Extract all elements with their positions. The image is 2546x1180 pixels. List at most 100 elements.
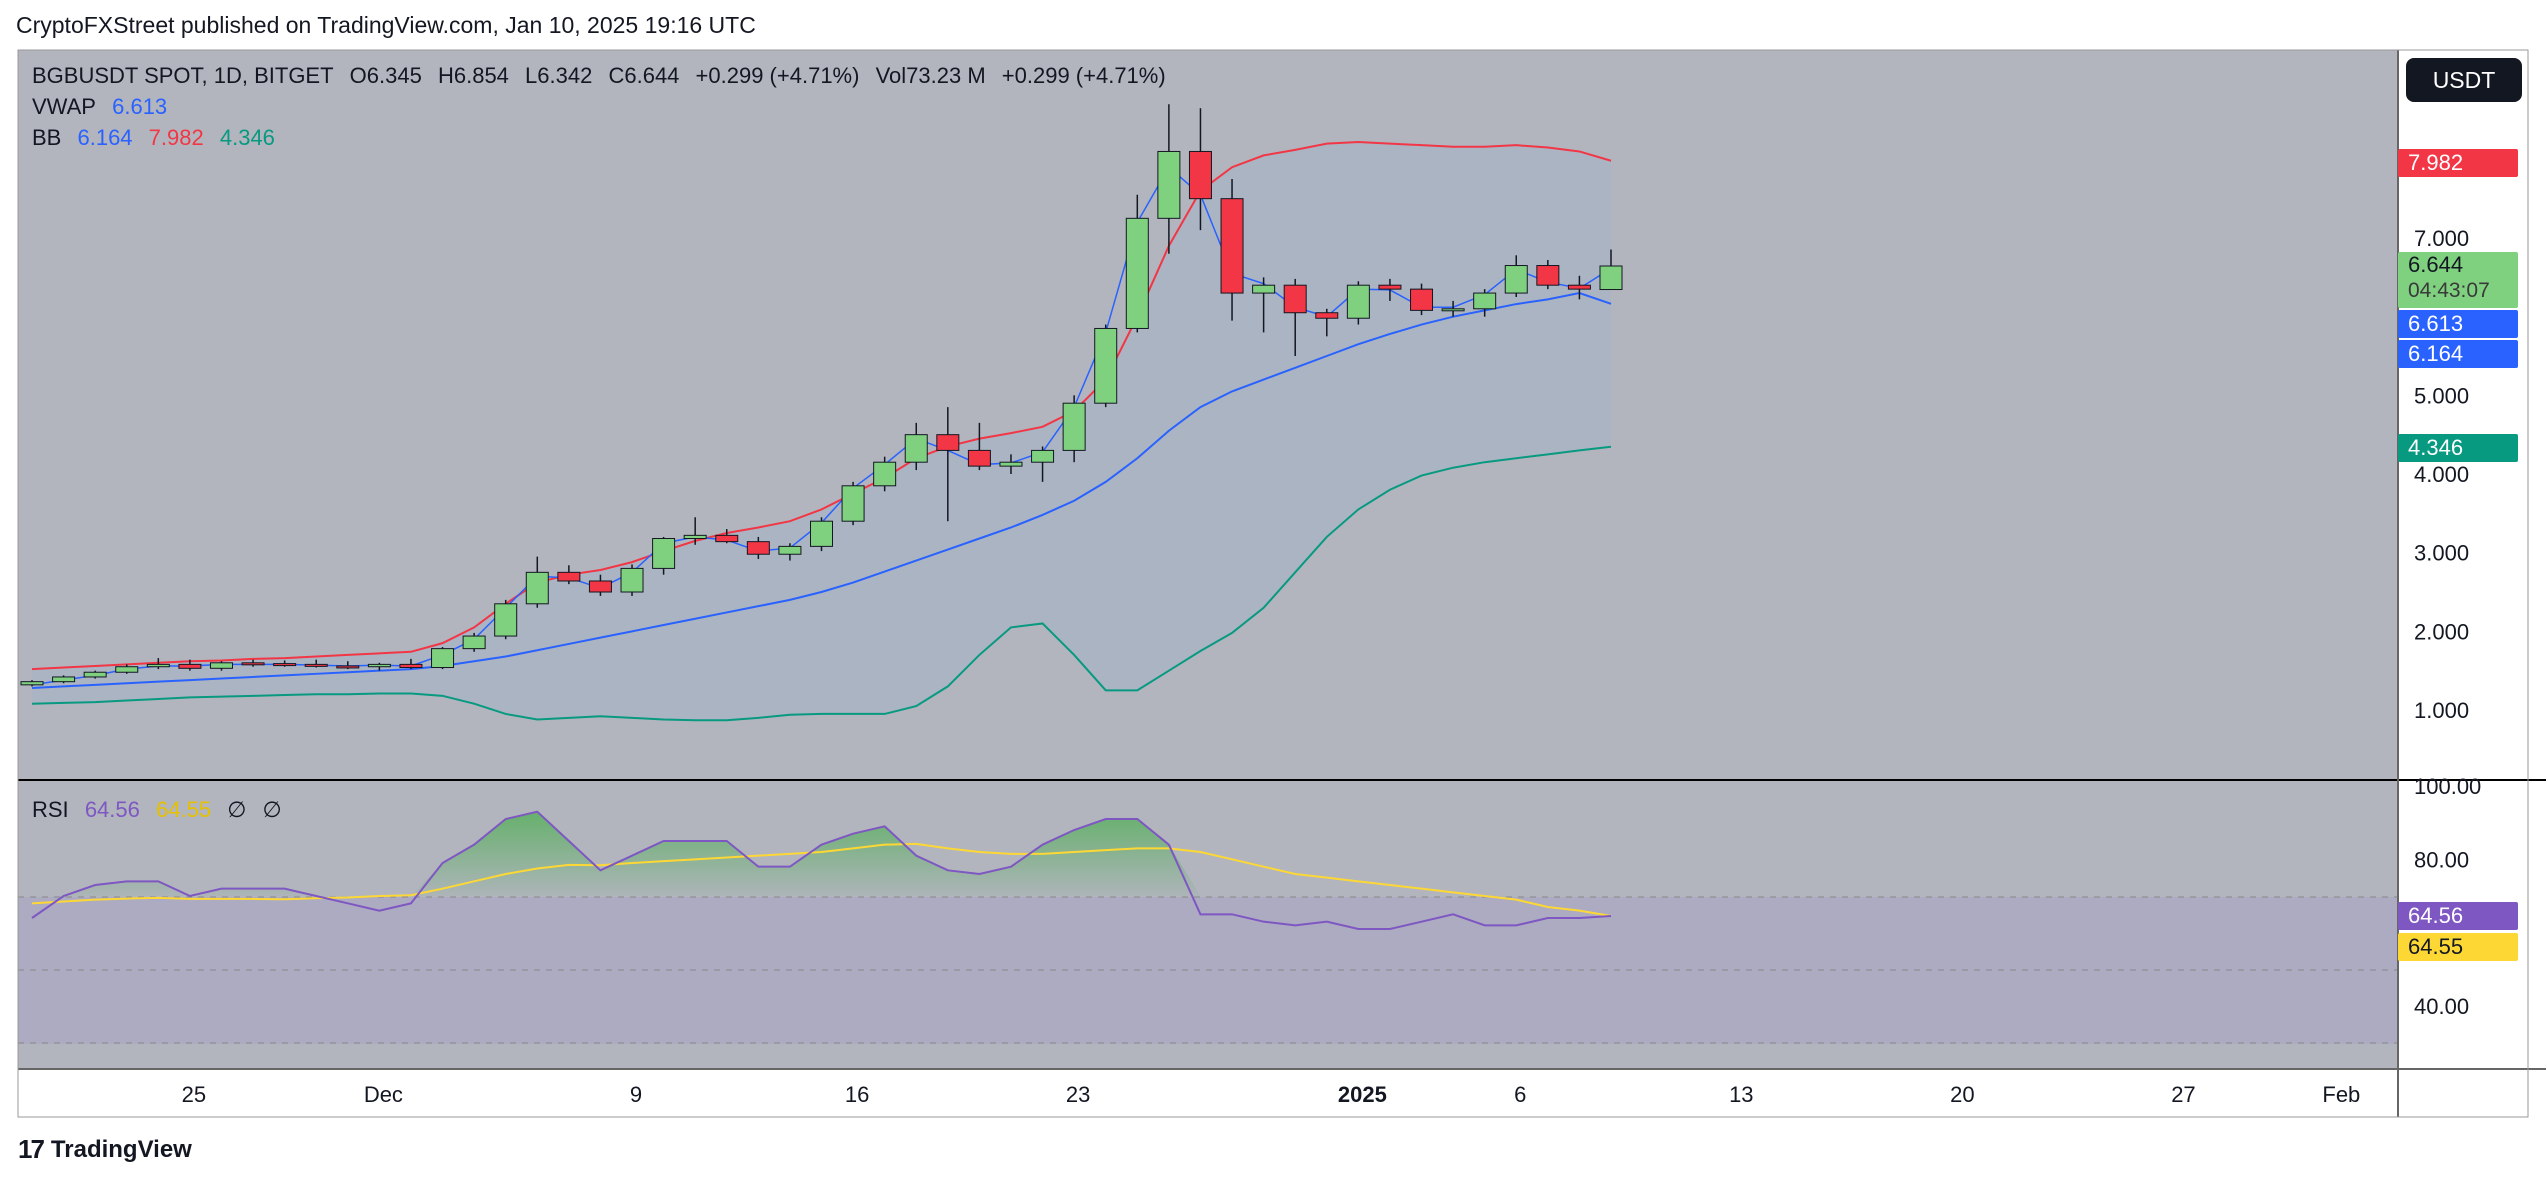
- candle-body-up: [904, 434, 928, 463]
- candle: [20, 680, 44, 687]
- candle: [241, 659, 265, 667]
- candle: [115, 664, 139, 674]
- time-axis-tick: 13: [1729, 1082, 1753, 1107]
- bb-lower-line: [31, 445, 1612, 722]
- candle-body-down: [715, 534, 739, 543]
- legend-symbol: BGBUSDT SPOT, 1D, BITGET: [32, 63, 334, 88]
- candle-body-up: [1094, 327, 1118, 404]
- bb-basis-price-tag: 6.164: [2398, 340, 2518, 368]
- rsi-ma-price-tag: 64.55: [2398, 933, 2518, 961]
- candle: [904, 422, 928, 471]
- candle-body-down: [967, 449, 991, 467]
- candle: [1157, 104, 1181, 254]
- candle: [146, 658, 170, 670]
- time-axis-tick: 27: [2171, 1082, 2195, 1107]
- legend-vwap-label: VWAP: [32, 94, 96, 119]
- legend-symbol-row[interactable]: BGBUSDT SPOT, 1D, BITGET O6.345 H6.854 L…: [32, 63, 1176, 89]
- candle: [967, 422, 991, 471]
- candle: [178, 659, 202, 671]
- candle: [873, 456, 897, 492]
- candle: [1188, 108, 1212, 231]
- candle: [304, 659, 328, 668]
- legend-volume-change: +0.299 (+4.71%): [1001, 63, 1166, 88]
- candle-body-up: [20, 681, 44, 686]
- candle: [746, 536, 770, 559]
- bb-upper-line: [31, 141, 1612, 671]
- last-price-tag: 6.644 04:43:07: [2398, 252, 2518, 308]
- candle-body-down: [746, 541, 770, 555]
- candle-body-down: [241, 662, 265, 666]
- candle-body-down: [1567, 284, 1591, 290]
- candle-body-down: [273, 663, 297, 667]
- legend-change: +0.299 (+4.71%): [695, 63, 860, 88]
- vwap-price-tag: 6.613: [2398, 310, 2518, 338]
- candle: [810, 517, 833, 552]
- candle: [1378, 278, 1402, 301]
- legend-bb-label: BB: [32, 125, 62, 150]
- candle-body-up: [1599, 265, 1623, 291]
- time-axis-tick: 23: [1066, 1082, 1090, 1107]
- rsi-ma-line: [31, 842, 1612, 917]
- candle: [1441, 300, 1465, 317]
- price-axis-tick: 4.000: [2414, 462, 2469, 487]
- candle: [1315, 308, 1339, 337]
- candle: [431, 647, 455, 670]
- price-axis-tick: 7.000: [2414, 226, 2469, 251]
- publish-header: CryptoFXStreet published on TradingView.…: [16, 12, 756, 38]
- rsi-axis-tick: 100.00: [2414, 774, 2481, 799]
- time-axis-tick: 20: [1950, 1082, 1974, 1107]
- bb-basis-line: [31, 292, 1612, 689]
- candle-body-down: [336, 665, 360, 669]
- legend-rsi-label: RSI: [32, 797, 69, 822]
- candle-body-up: [1062, 402, 1086, 451]
- legend-high: H6.854: [437, 63, 509, 88]
- candle: [367, 662, 391, 671]
- candle-body-down: [1220, 198, 1244, 294]
- candle-body-up: [367, 663, 391, 668]
- candle: [588, 574, 612, 596]
- candle-body-down: [1536, 265, 1560, 286]
- time-axis-tick: 6: [1514, 1082, 1526, 1107]
- candle: [52, 675, 76, 684]
- candle-body-down: [936, 434, 960, 451]
- legend-rsi-row[interactable]: RSI 64.56 64.55 ∅ ∅: [32, 797, 292, 823]
- candle-body-up: [83, 671, 107, 678]
- rsi-axis-tick: 40.00: [2414, 994, 2469, 1019]
- candle-body-down: [1188, 150, 1212, 200]
- candle-body-up: [841, 485, 865, 522]
- candle: [683, 517, 707, 545]
- candle: [1504, 255, 1528, 297]
- candle: [525, 556, 549, 608]
- candle-body-up: [462, 635, 486, 650]
- price-axis-tick: 2.000: [2414, 619, 2469, 644]
- candle: [1283, 278, 1307, 356]
- legend-bb-lower: 4.346: [219, 125, 275, 150]
- bb-lower-price-tag: 4.346: [2398, 434, 2518, 462]
- bb-band-fill: [32, 142, 1611, 721]
- candle-body-up: [778, 545, 802, 555]
- tradingview-logo[interactable]: 17 TradingView: [18, 1134, 192, 1165]
- candle-body-up: [1157, 150, 1181, 219]
- candle-body-down: [1315, 312, 1339, 319]
- candle: [1536, 260, 1560, 290]
- legend-bb-row[interactable]: BB 6.164 7.982 4.346: [32, 125, 285, 151]
- candle-body-up: [209, 662, 233, 669]
- legend-close: C6.644: [608, 63, 680, 88]
- candle-body-up: [1473, 292, 1497, 310]
- candle-body-up: [810, 520, 833, 547]
- candle: [841, 481, 865, 526]
- candle: [336, 661, 360, 670]
- time-axis-tick: 16: [845, 1082, 869, 1107]
- candle: [399, 658, 423, 670]
- legend-bb-basis: 6.164: [77, 125, 133, 150]
- candle-body-down: [588, 580, 612, 593]
- time-axis-tick: Dec: [364, 1082, 403, 1107]
- candle-body-up: [52, 676, 76, 683]
- candle: [715, 529, 739, 544]
- currency-button[interactable]: USDT: [2406, 58, 2522, 102]
- candle-body-down: [557, 571, 581, 582]
- candle-body-down: [1378, 284, 1402, 290]
- legend-vwap-row[interactable]: VWAP 6.613: [32, 94, 177, 120]
- candle: [557, 565, 581, 585]
